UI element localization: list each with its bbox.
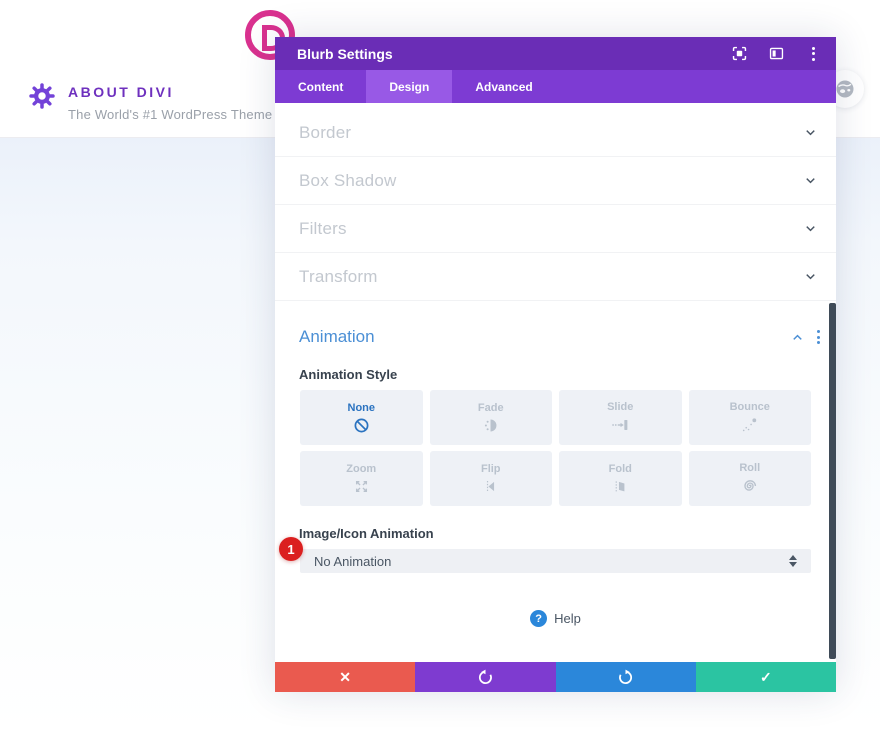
redo-icon	[619, 669, 633, 684]
style-tile-none[interactable]: None	[300, 390, 423, 445]
undo-button[interactable]	[415, 662, 556, 692]
section-label: Box Shadow	[299, 170, 397, 190]
gear-icon	[28, 82, 56, 110]
animation-style-grid: None Fade Slide	[300, 390, 811, 506]
globe-icon	[836, 80, 854, 98]
section-transform[interactable]: Transform	[275, 253, 836, 301]
split-view-icon[interactable]	[767, 45, 785, 63]
modal-title: Blurb Settings	[297, 45, 393, 62]
help-icon: ?	[530, 610, 548, 627]
modal-tab-bar: Content Design Advanced	[275, 70, 836, 103]
style-tile-flip[interactable]: Flip	[429, 451, 552, 506]
section-animation: Animation Animation Style None Fade	[275, 305, 836, 573]
style-tile-bounce[interactable]: Bounce	[688, 390, 811, 445]
tab-advanced[interactable]: Advanced	[475, 79, 533, 94]
check-icon: ✓	[760, 668, 772, 685]
image-icon-animation-select[interactable]: No Animation	[300, 549, 811, 573]
style-tile-slide[interactable]: Slide	[559, 390, 682, 445]
page-title: ABOUT DIVI	[68, 84, 174, 100]
section-label: Filters	[299, 218, 347, 238]
section-label: Border	[299, 122, 352, 142]
accordion-list: Border Box Shadow Filters Transform	[275, 103, 836, 301]
section-border[interactable]: Border	[275, 109, 836, 157]
none-prohibited-icon	[354, 418, 369, 432]
style-tile-roll[interactable]: Roll	[688, 451, 811, 506]
section-label: Transform	[299, 266, 378, 286]
discard-button[interactable]: ✕	[275, 662, 416, 692]
chevron-down-icon	[806, 226, 815, 232]
select-stepper-icon	[789, 555, 797, 567]
chevron-up-icon[interactable]	[790, 330, 805, 345]
animation-section-title[interactable]: Animation	[299, 327, 375, 346]
animation-style-label: Animation Style	[299, 367, 398, 382]
chevron-down-icon	[806, 274, 815, 280]
redo-button[interactable]	[555, 662, 696, 692]
step-badge: 1	[279, 537, 303, 561]
blurb-settings-modal: Blurb Settings Content	[275, 37, 836, 692]
close-icon: ✕	[339, 668, 351, 685]
fold-icon	[615, 480, 625, 492]
modal-scrollbar[interactable]	[829, 303, 836, 659]
help-label: Help	[554, 611, 581, 626]
zoom-expand-icon	[355, 480, 367, 492]
scan-focus-icon[interactable]	[730, 45, 748, 63]
modal-body: Border Box Shadow Filters Transform	[275, 103, 836, 662]
image-icon-animation-label: Image/Icon Animation	[299, 526, 434, 541]
modal-footer: ✕ ✓	[275, 662, 836, 692]
page-heading: ABOUT DIVI The World's #1 WordPress Them…	[28, 80, 325, 122]
style-tile-fold[interactable]: Fold	[559, 451, 682, 506]
style-tile-zoom[interactable]: Zoom	[300, 451, 423, 506]
style-tile-fade[interactable]: Fade	[429, 390, 552, 445]
save-button[interactable]: ✓	[695, 662, 836, 692]
section-box-shadow[interactable]: Box Shadow	[275, 157, 836, 205]
undo-icon	[478, 669, 492, 684]
flip-icon	[487, 480, 495, 492]
animation-kebab-menu-icon[interactable]	[817, 330, 820, 344]
modal-header: Blurb Settings	[275, 37, 836, 70]
help-link[interactable]: ? Help	[275, 610, 836, 627]
slide-icon	[612, 419, 628, 431]
roll-spiral-icon	[744, 480, 756, 491]
tab-design[interactable]: Design	[366, 70, 453, 103]
select-value: No Animation	[314, 553, 392, 569]
chevron-down-icon	[806, 130, 815, 136]
bounce-icon	[742, 418, 756, 432]
chevron-down-icon	[806, 178, 815, 184]
fade-icon	[485, 419, 497, 431]
tab-content[interactable]: Content	[298, 79, 344, 94]
kebab-menu-icon[interactable]	[804, 45, 822, 63]
page-subtitle: The World's #1 WordPress Theme & Visual	[68, 107, 326, 122]
section-filters[interactable]: Filters	[275, 205, 836, 253]
